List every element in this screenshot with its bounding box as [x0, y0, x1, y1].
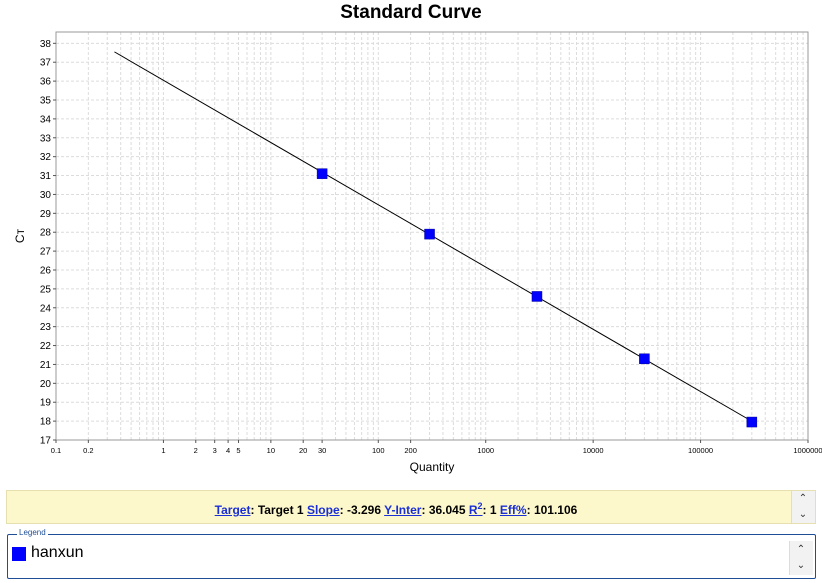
- x-axis-label: Quantity: [410, 460, 455, 474]
- x-tick-label: 100: [372, 446, 385, 455]
- eff-link[interactable]: Eff%: [499, 503, 527, 517]
- y-tick-label: 24: [40, 303, 52, 314]
- y-tick-label: 37: [40, 58, 52, 69]
- target-value: Target 1: [257, 503, 304, 517]
- y-tick-label: 35: [40, 96, 52, 107]
- y-tick-label: 38: [40, 39, 52, 50]
- y-tick-label: 28: [40, 228, 52, 239]
- slope-value: -3.296: [346, 503, 381, 517]
- target-link[interactable]: Target: [214, 503, 251, 517]
- y-tick-label: 33: [40, 133, 52, 144]
- stats-bar: Target: Target 1 Slope: -3.296 Y-Inter: …: [6, 490, 816, 524]
- x-tick-label: 1000: [477, 446, 494, 455]
- x-tick-label: 1: [161, 446, 165, 455]
- y-tick-label: 27: [40, 247, 52, 258]
- x-tick-label: 30: [318, 446, 326, 455]
- y-tick-label: 19: [40, 398, 52, 409]
- x-tick-label: 10: [267, 446, 275, 455]
- stats-scroller[interactable]: ⌃ ⌄: [791, 491, 815, 523]
- x-tick-label: 2: [194, 446, 198, 455]
- y-tick-label: 20: [40, 379, 52, 390]
- x-tick-label: 0.2: [83, 446, 93, 455]
- y-tick-label: 32: [40, 152, 52, 163]
- y-tick-label: 18: [40, 417, 52, 428]
- eff-value: 101.106: [533, 503, 578, 517]
- y-tick-label: 17: [40, 436, 52, 447]
- x-tick-label: 20: [299, 446, 307, 455]
- chevron-down-icon[interactable]: ⌄: [796, 560, 806, 571]
- y-tick-label: 36: [40, 77, 52, 88]
- plot-area: [55, 31, 809, 441]
- x-tick-label: 3: [213, 446, 217, 455]
- legend-title: Legend: [17, 528, 48, 537]
- x-tick-label: 5: [236, 446, 240, 455]
- r2-value: 1: [489, 503, 497, 517]
- x-tick-label: 10000: [583, 446, 604, 455]
- y-tick-label: 26: [40, 266, 52, 277]
- chevron-up-icon[interactable]: ⌃: [796, 544, 806, 555]
- x-tick-label: 4: [226, 446, 230, 455]
- y-tick-label: 21: [40, 360, 52, 371]
- data-point[interactable]: [531, 291, 543, 302]
- y-tick-label: 31: [40, 171, 52, 182]
- y-axis-label: Cт: [13, 228, 27, 243]
- y-inter-value: 36.045: [428, 503, 466, 517]
- legend-box: Legend hanxun ⌃ ⌄: [7, 528, 816, 579]
- legend-swatch: [12, 547, 26, 561]
- chart-title: Standard Curve: [340, 2, 482, 23]
- chevron-down-icon[interactable]: ⌄: [798, 509, 808, 520]
- x-tick-label: 100000: [688, 446, 713, 455]
- legend-scroller[interactable]: ⌃ ⌄: [789, 541, 813, 575]
- y-tick-label: 23: [40, 322, 52, 333]
- x-tick-label: 200: [404, 446, 417, 455]
- legend-item-label: hanxun: [31, 544, 84, 561]
- y-tick-label: 34: [40, 114, 52, 125]
- data-point[interactable]: [746, 416, 758, 428]
- chevron-up-icon[interactable]: ⌃: [798, 493, 808, 504]
- x-tick-label: 0.1: [51, 446, 61, 455]
- y-tick-label: 25: [40, 284, 52, 295]
- data-point[interactable]: [639, 353, 650, 365]
- slope-link[interactable]: Slope: [306, 503, 340, 517]
- stats-text: Target: Target 1 Slope: -3.296 Y-Inter: …: [214, 501, 578, 517]
- x-tick-label: 1000000: [793, 446, 822, 455]
- data-point[interactable]: [316, 168, 328, 179]
- y-inter-link[interactable]: Y-Inter: [384, 503, 422, 517]
- y-tick-label: 30: [40, 190, 52, 201]
- data-point[interactable]: [424, 228, 435, 240]
- r2-link[interactable]: R2: [468, 501, 483, 517]
- y-tick-label: 22: [40, 341, 52, 352]
- y-tick-label: 29: [40, 209, 52, 220]
- standard-curve-chart: 0.1 0.2 1 2 3 4 5 10 20 30 100 200 1000 10000 100000 10…: [13, 31, 822, 474]
